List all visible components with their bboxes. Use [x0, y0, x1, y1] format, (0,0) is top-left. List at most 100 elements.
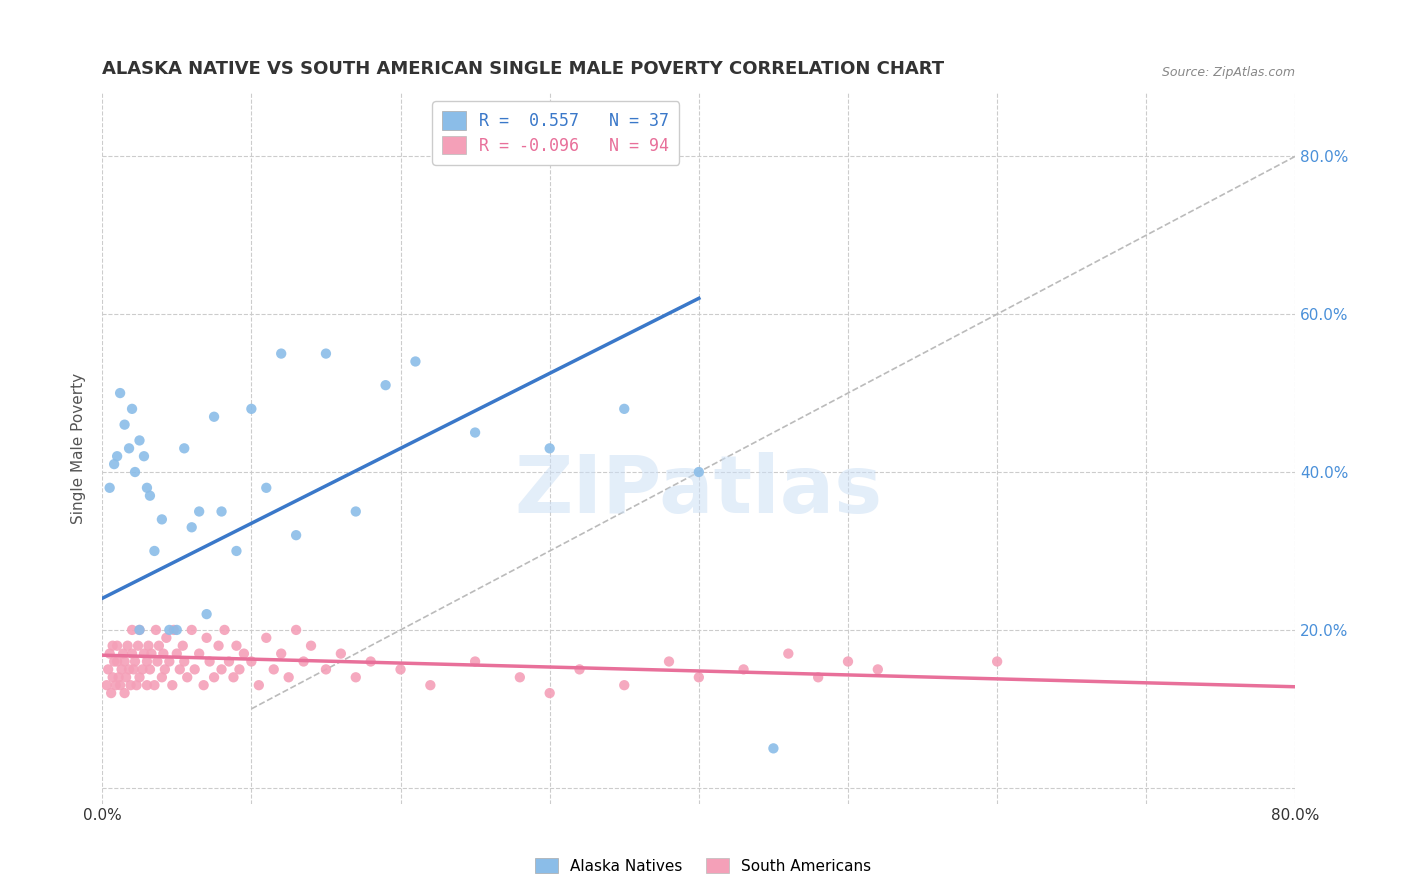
Point [613, 678, 636, 692]
Point [240, 401, 263, 416]
Point [688, 465, 710, 479]
Point [315, 662, 337, 676]
Point [211, 662, 233, 676]
Point [143, 678, 166, 692]
Point [344, 670, 367, 684]
Point [131, 662, 153, 676]
Point [103, 655, 125, 669]
Point [247, 678, 270, 692]
Point [176, 670, 198, 684]
Point [108, 386, 131, 401]
Point [762, 741, 785, 756]
Point [538, 442, 561, 456]
Point [118, 442, 141, 456]
Point [124, 465, 146, 479]
Point [688, 670, 710, 684]
Point [254, 481, 277, 495]
Y-axis label: Single Male Poverty: Single Male Poverty [72, 373, 86, 524]
Point [121, 401, 143, 416]
Point [138, 639, 160, 653]
Point [118, 662, 141, 676]
Point [153, 662, 176, 676]
Point [114, 686, 136, 700]
Point [172, 639, 194, 653]
Point [315, 346, 337, 360]
Point [344, 504, 367, 518]
Point [464, 425, 486, 440]
Text: ZIPatlas: ZIPatlas [515, 452, 883, 530]
Point [121, 623, 143, 637]
Point [240, 655, 263, 669]
Point [225, 544, 247, 558]
Point [183, 662, 205, 676]
Point [155, 631, 177, 645]
Point [202, 670, 225, 684]
Point [166, 623, 188, 637]
Point [568, 662, 591, 676]
Point [163, 623, 186, 637]
Point [285, 528, 308, 542]
Point [132, 449, 155, 463]
Point [128, 623, 150, 637]
Point [139, 489, 162, 503]
Point [228, 662, 250, 676]
Point [180, 520, 202, 534]
Point [143, 544, 166, 558]
Point [195, 607, 218, 621]
Point [127, 639, 149, 653]
Point [404, 354, 426, 368]
Point [360, 655, 382, 669]
Point [103, 457, 125, 471]
Point [97, 662, 120, 676]
Point [98, 647, 121, 661]
Point [146, 655, 169, 669]
Point [169, 662, 191, 676]
Point [270, 647, 292, 661]
Point [136, 678, 159, 692]
Point [112, 647, 135, 661]
Point [105, 655, 128, 669]
Point [107, 670, 129, 684]
Point [121, 647, 143, 661]
Point [136, 655, 159, 669]
Point [211, 504, 233, 518]
Point [222, 670, 245, 684]
Point [162, 678, 184, 692]
Point [132, 647, 155, 661]
Point [128, 623, 150, 637]
Point [125, 678, 148, 692]
Point [538, 686, 561, 700]
Point [198, 655, 221, 669]
Text: Source: ZipAtlas.com: Source: ZipAtlas.com [1163, 66, 1295, 78]
Legend: R =  0.557   N = 37, R = -0.096   N = 94: R = 0.557 N = 37, R = -0.096 N = 94 [432, 102, 679, 164]
Point [464, 655, 486, 669]
Point [141, 647, 163, 661]
Point [108, 678, 131, 692]
Legend: Alaska Natives, South Americans: Alaska Natives, South Americans [529, 852, 877, 880]
Point [152, 647, 174, 661]
Point [218, 655, 240, 669]
Point [100, 686, 122, 700]
Point [225, 639, 247, 653]
Point [98, 481, 121, 495]
Point [104, 678, 127, 692]
Point [214, 623, 236, 637]
Point [778, 647, 800, 661]
Point [101, 639, 124, 653]
Point [139, 662, 162, 676]
Point [299, 639, 322, 653]
Point [122, 662, 145, 676]
Point [613, 401, 636, 416]
Point [807, 670, 830, 684]
Point [866, 662, 889, 676]
Point [180, 623, 202, 637]
Point [114, 417, 136, 432]
Point [136, 481, 159, 495]
Point [105, 639, 128, 653]
Point [124, 655, 146, 669]
Point [110, 662, 132, 676]
Point [509, 670, 531, 684]
Point [285, 623, 308, 637]
Point [157, 623, 180, 637]
Point [207, 639, 229, 653]
